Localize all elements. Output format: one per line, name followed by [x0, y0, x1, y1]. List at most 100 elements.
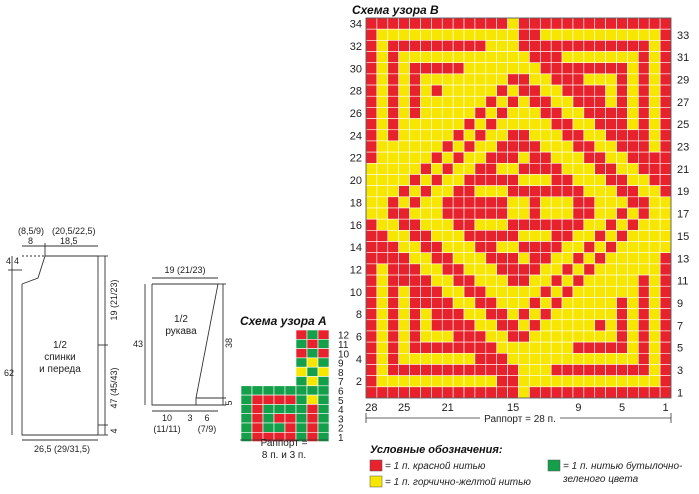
pattern-b-cell: [605, 230, 617, 242]
pattern-a-cell: [284, 385, 297, 396]
pattern-b-cell: [659, 107, 672, 119]
pattern-b-cell: [452, 218, 465, 231]
pattern-b-cell: [583, 364, 596, 376]
pattern-b-cell: [529, 196, 541, 209]
pattern-b-cell: [441, 319, 454, 332]
pattern-b-cell: [594, 17, 606, 30]
pattern-b-cell: [659, 352, 672, 365]
pattern-b-cell: [572, 375, 585, 388]
pattern-b-cell: [474, 51, 487, 64]
pattern-a-cell: [262, 422, 275, 433]
pattern-b-cell: [518, 352, 530, 365]
pattern-b-cell: [485, 62, 498, 75]
pattern-b-cell: [387, 62, 399, 75]
pattern-b-cell: [474, 341, 487, 354]
pattern-b-cell: [572, 162, 585, 175]
pattern-b-cell: [605, 28, 617, 41]
pattern-b-cell: [561, 308, 574, 321]
pattern-b-cell: [452, 207, 465, 220]
pattern-b-cell: [496, 17, 508, 30]
pattern-b-title: Схема узора B: [352, 3, 439, 17]
pattern-b-cell: [387, 252, 399, 265]
pattern-b-cell: [474, 230, 487, 242]
pattern-b-cell: [441, 241, 454, 254]
pattern-b-cell: [648, 162, 661, 175]
pattern-b-cell: [583, 386, 596, 399]
pattern-b-cell: [561, 386, 574, 399]
pattern-b-cell: [431, 174, 443, 186]
pattern-b-cell: [463, 263, 476, 276]
pattern-b-cell: [474, 84, 487, 97]
pattern-b-cell: [550, 107, 563, 119]
pattern-b-cell: [463, 28, 476, 41]
pattern-b-cell: [463, 84, 476, 97]
pattern-b-cell: [550, 386, 563, 399]
pattern-b-cell: [420, 40, 432, 52]
pattern-b-cell: [594, 118, 606, 131]
pattern-b-row-label: 11: [677, 276, 688, 288]
pattern-b-cell: [387, 151, 399, 164]
pattern-b-cell: [550, 285, 563, 298]
pattern-b-cell: [638, 285, 650, 298]
pattern-b-cell: [550, 263, 563, 276]
pattern-b-cell: [605, 319, 617, 332]
pattern-b-cell: [420, 297, 432, 309]
pattern-b-cell: [496, 308, 508, 321]
pattern-b-cell: [496, 386, 508, 399]
pattern-b-cell: [659, 140, 672, 153]
pattern-b-cell: [616, 263, 628, 276]
pattern-b-cell: [583, 107, 596, 119]
pattern-b-cell: [572, 364, 585, 376]
pattern-b-cell: [648, 285, 661, 298]
pattern-b-cell: [627, 274, 639, 287]
pattern-b-cell: [561, 151, 574, 164]
pattern-b-cell: [452, 196, 465, 209]
pattern-b-cell: [539, 364, 552, 376]
pattern-b-cell: [387, 17, 399, 30]
pattern-b-cell: [431, 140, 443, 153]
pattern-b-cell: [616, 285, 628, 298]
pattern-a-cell: [306, 338, 319, 349]
pattern-b-cell: [572, 341, 585, 354]
pattern-b-cell: [463, 375, 476, 388]
pattern-b-cell: [420, 207, 432, 220]
pattern-b-cell: [572, 28, 585, 41]
body-pattern-schematic: [8, 243, 108, 441]
pattern-b-cell: [561, 84, 574, 97]
pattern-b-cell: [583, 118, 596, 131]
sleeve-bottom-b: 3: [187, 413, 192, 423]
pattern-b-cell: [441, 151, 454, 164]
pattern-b-cell: [572, 118, 585, 131]
pattern-b-cell: [420, 62, 432, 75]
pattern-a-cell: [306, 357, 319, 368]
pattern-b-cell: [539, 118, 552, 131]
pattern-b-cell: [496, 352, 508, 365]
pattern-b-cell: [605, 162, 617, 175]
pattern-b-cell: [539, 308, 552, 321]
pattern-b-row-labels-left: 34 32 30 28 26 24 22 20 18 16 14 12 10 8 6 4 2: [350, 19, 362, 389]
pattern-b-cell: [409, 364, 421, 376]
pattern-a-cell: [251, 404, 264, 414]
pattern-b-cell: [594, 263, 606, 276]
pattern-b-cell: [507, 230, 519, 242]
pattern-b-cell: [518, 263, 530, 276]
pattern-b-cell: [474, 285, 487, 298]
pattern-b-cell: [409, 330, 421, 343]
pattern-b-cell: [507, 84, 519, 97]
pattern-b-cell: [659, 252, 672, 265]
pattern-b-cell: [648, 319, 661, 332]
pattern-b-cell: [409, 51, 421, 64]
pattern-a-cell: [262, 404, 275, 414]
pattern-b-cell: [431, 51, 443, 64]
pattern-b-row-label: 2: [356, 376, 362, 388]
pattern-b-cell: [507, 40, 519, 52]
pattern-b-cell: [616, 364, 628, 376]
pattern-b-cell: [420, 330, 432, 343]
pattern-b-row-label: 28: [350, 86, 362, 98]
pattern-b-cell: [659, 274, 672, 287]
pattern-b-cell: [539, 73, 552, 86]
pattern-b-cell: [627, 73, 639, 86]
pattern-b-cell: [539, 263, 552, 276]
pattern-b-cell: [605, 174, 617, 186]
pattern-b-cell: [431, 308, 443, 321]
